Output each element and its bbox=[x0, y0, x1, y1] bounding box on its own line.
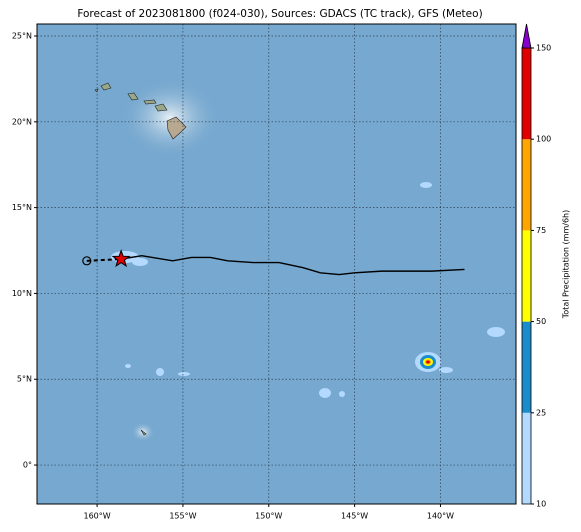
colorbar-segment bbox=[522, 139, 531, 231]
y-tick-label: 5°N bbox=[17, 375, 32, 384]
colorbar-segment bbox=[522, 412, 531, 504]
title: Forecast of 2023081800 (f024-030), Sourc… bbox=[77, 8, 482, 20]
y-tick-label: 25°N bbox=[12, 32, 32, 41]
x-tick-label: 160°W bbox=[83, 512, 110, 521]
track-start bbox=[82, 256, 92, 266]
colorbar-tick-label: 75 bbox=[536, 226, 546, 235]
colorbar-extension bbox=[521, 23, 532, 49]
track-forecast bbox=[121, 254, 465, 276]
y-tick-label: 15°N bbox=[12, 203, 32, 212]
colorbar-tick-label: 150 bbox=[536, 44, 551, 53]
y-tick-label: 0° bbox=[23, 461, 32, 470]
colorbar-tick-label: 100 bbox=[536, 135, 551, 144]
x-tick-label: 140°W bbox=[427, 512, 454, 521]
colorbar-segment bbox=[522, 321, 531, 413]
ocean bbox=[37, 24, 516, 504]
map-frame bbox=[36, 23, 517, 505]
y-tick-label: 20°N bbox=[12, 117, 32, 126]
colorbar-frame bbox=[521, 47, 532, 505]
track-past bbox=[86, 258, 122, 262]
colorbar-tick-label: 50 bbox=[536, 317, 546, 326]
terrain-glow bbox=[120, 78, 220, 158]
x-tick-label: 145°W bbox=[341, 512, 368, 521]
colorbar-tick-label: 10 bbox=[536, 500, 546, 509]
colorbar-tick-label: 25 bbox=[536, 408, 546, 417]
storm-position bbox=[111, 249, 131, 268]
colorbar-segment bbox=[522, 230, 531, 322]
x-tick-label: 155°W bbox=[169, 512, 196, 521]
colorbar-segment bbox=[522, 48, 531, 140]
x-tick-label: 150°W bbox=[255, 512, 282, 521]
colorbar-label: Total Precipitation (mm/6h) bbox=[562, 210, 571, 319]
islands bbox=[94, 82, 187, 436]
y-tick-label: 10°N bbox=[12, 289, 32, 298]
map-area bbox=[37, 24, 516, 504]
